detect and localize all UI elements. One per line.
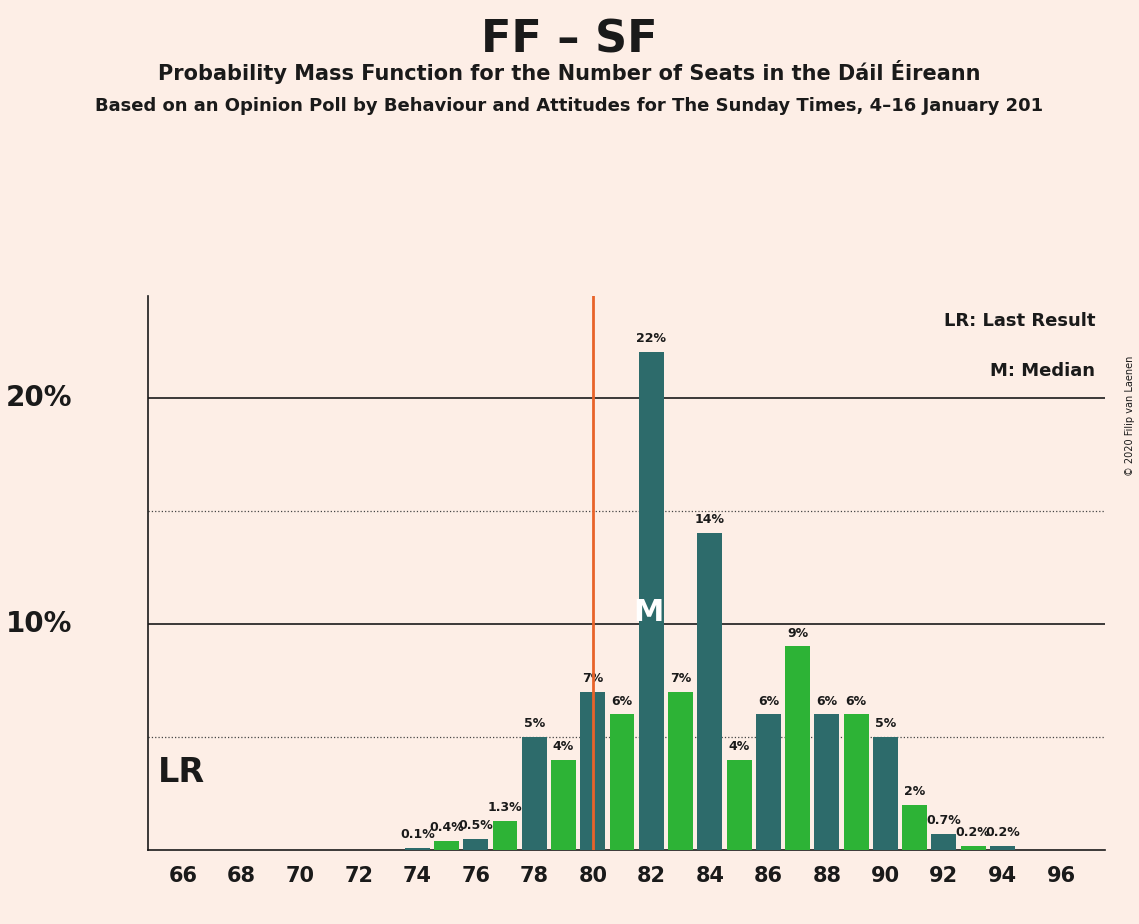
Bar <box>872 737 898 850</box>
Bar <box>434 841 459 850</box>
Text: 4%: 4% <box>729 740 749 753</box>
Bar <box>990 845 1015 850</box>
Bar <box>639 352 664 850</box>
Text: 10%: 10% <box>6 610 72 638</box>
Bar <box>814 714 839 850</box>
Text: 5%: 5% <box>524 717 544 730</box>
Text: 6%: 6% <box>817 695 837 708</box>
Text: 6%: 6% <box>612 695 632 708</box>
Text: LR: LR <box>157 756 205 789</box>
Bar <box>756 714 781 850</box>
Bar <box>844 714 869 850</box>
Bar <box>902 805 927 850</box>
Text: M: M <box>633 598 664 627</box>
Text: 0.2%: 0.2% <box>985 826 1019 839</box>
Text: 4%: 4% <box>552 740 574 753</box>
Bar <box>932 834 957 850</box>
Text: 5%: 5% <box>875 717 896 730</box>
Text: 2%: 2% <box>904 785 925 798</box>
Text: 7%: 7% <box>582 672 604 685</box>
Bar <box>404 848 429 850</box>
Bar <box>785 647 810 850</box>
Text: LR: Last Result: LR: Last Result <box>944 312 1096 330</box>
Text: Probability Mass Function for the Number of Seats in the Dáil Éireann: Probability Mass Function for the Number… <box>158 60 981 84</box>
Text: 6%: 6% <box>845 695 867 708</box>
Text: 20%: 20% <box>6 383 72 411</box>
Text: 0.4%: 0.4% <box>429 821 464 834</box>
Text: 1.3%: 1.3% <box>487 801 523 814</box>
Bar <box>609 714 634 850</box>
Text: 22%: 22% <box>637 333 666 346</box>
Text: 9%: 9% <box>787 626 809 639</box>
Bar <box>551 760 576 850</box>
Text: Based on an Opinion Poll by Behaviour and Attitudes for The Sunday Times, 4–16 J: Based on an Opinion Poll by Behaviour an… <box>96 97 1043 115</box>
Text: © 2020 Filip van Laenen: © 2020 Filip van Laenen <box>1125 356 1134 476</box>
Bar <box>960 845 985 850</box>
Bar <box>669 692 693 850</box>
Text: FF – SF: FF – SF <box>482 18 657 62</box>
Text: 14%: 14% <box>695 514 724 527</box>
Text: 7%: 7% <box>670 672 691 685</box>
Bar <box>697 533 722 850</box>
Bar <box>581 692 605 850</box>
Bar <box>727 760 752 850</box>
Bar <box>464 839 489 850</box>
Text: M: Median: M: Median <box>990 362 1096 380</box>
Bar <box>492 821 517 850</box>
Text: 6%: 6% <box>757 695 779 708</box>
Text: 0.1%: 0.1% <box>400 828 435 841</box>
Text: 0.5%: 0.5% <box>458 819 493 832</box>
Bar <box>522 737 547 850</box>
Text: 0.2%: 0.2% <box>956 826 991 839</box>
Text: 0.7%: 0.7% <box>926 814 961 828</box>
